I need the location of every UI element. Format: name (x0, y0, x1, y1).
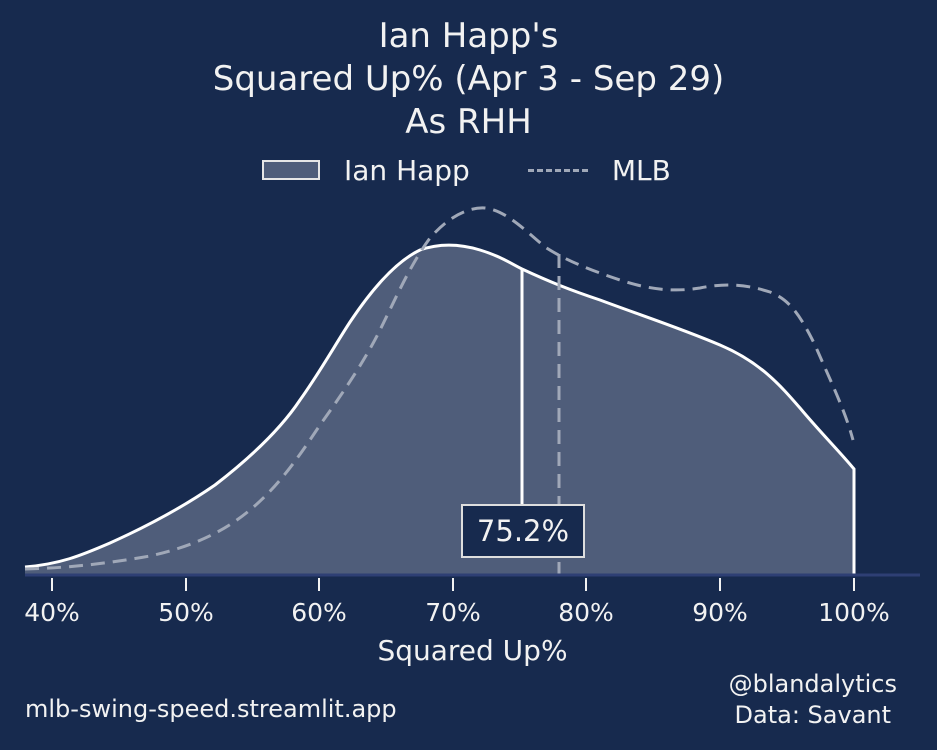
tick-label-100: 100% (818, 598, 889, 627)
mlb-legend-label: MLB (611, 153, 671, 187)
player-median-annotation: 75.2% (461, 504, 585, 558)
author-handle: @blandalytics (728, 670, 897, 698)
legend: Ian Happ MLB (262, 153, 671, 187)
data-source: Data: Savant (734, 701, 892, 729)
tick-label-40: 40% (24, 598, 80, 627)
player-density-line (24, 243, 856, 574)
title-line-3: As RHH (405, 102, 532, 142)
tick-label-60: 60% (291, 598, 347, 627)
author-credit: @blandalytics Data: Savant (729, 669, 897, 731)
site-credit: mlb-swing-speed.streamlit.app (25, 695, 397, 723)
tick-label-70: 70% (425, 598, 481, 627)
player-legend-swatch-icon (262, 160, 320, 180)
mlb-density-line (24, 206, 855, 571)
x-axis-label: Squared Up% (377, 634, 568, 667)
tick-label-50: 50% (158, 598, 214, 627)
title-line-2: Squared Up% (Apr 3 - Sep 29) (212, 59, 725, 99)
mlb-legend-dash-icon (527, 168, 588, 172)
tick-label-80: 80% (558, 598, 614, 627)
tick-label-90: 90% (692, 598, 748, 627)
x-axis-tick-labels: 40% 50% 60% 70% 80% 90% 100% (24, 598, 890, 627)
title-line-1: Ian Happ's (378, 16, 559, 56)
x-axis-ticks (51, 578, 855, 591)
player-legend-label: Ian Happ (344, 153, 470, 187)
player-density-area (25, 245, 854, 575)
chart-title: Ian Happ's Squared Up% (Apr 3 - Sep 29) … (0, 15, 937, 144)
